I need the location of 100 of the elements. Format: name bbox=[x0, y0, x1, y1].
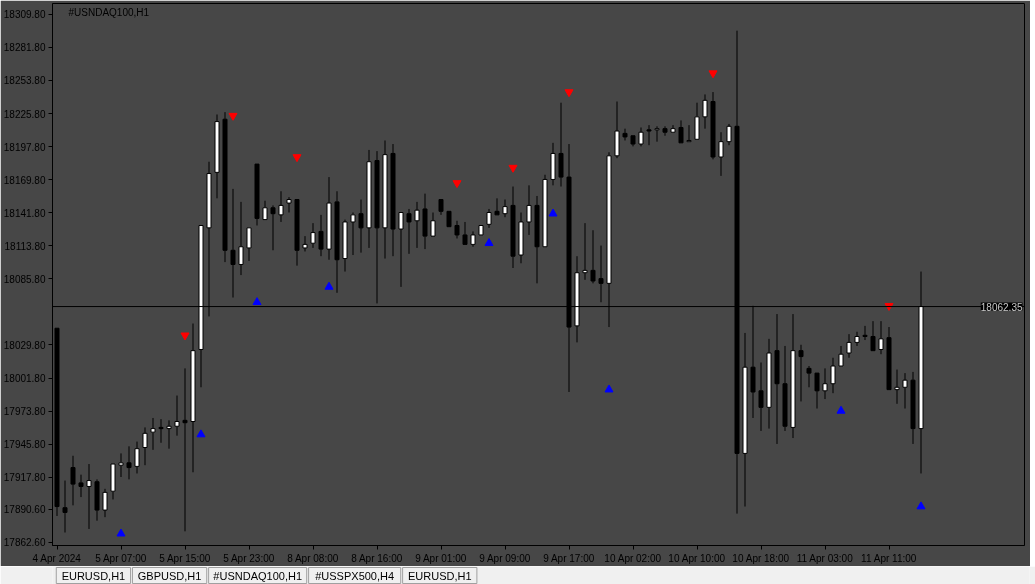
candlestick bbox=[406, 208, 412, 255]
y-tick-label: 18029.80 bbox=[3, 340, 46, 351]
candlestick bbox=[542, 174, 548, 248]
candlestick bbox=[70, 455, 76, 506]
candlestick bbox=[822, 367, 828, 400]
candlestick bbox=[662, 125, 668, 137]
candlestick bbox=[814, 372, 820, 410]
candlestick bbox=[262, 200, 268, 221]
candlestick bbox=[174, 395, 180, 437]
candlestick bbox=[838, 345, 844, 367]
candlestick bbox=[854, 331, 860, 347]
candlestick bbox=[374, 150, 380, 304]
candlestick bbox=[534, 195, 540, 284]
text: #USNDAQ100,H1 bbox=[213, 569, 302, 582]
candlestick bbox=[246, 227, 252, 262]
y-tick-label: 17945.80 bbox=[3, 439, 46, 451]
candlestick bbox=[638, 126, 644, 147]
candlestick bbox=[902, 372, 908, 410]
candlestick bbox=[846, 333, 852, 359]
candlestick bbox=[518, 212, 524, 264]
point bbox=[324, 281, 334, 290]
candlestick bbox=[158, 418, 164, 444]
candlestick bbox=[126, 445, 132, 480]
y-tick-label: 18113.80 bbox=[4, 240, 46, 252]
text: GBPUSD,H1 bbox=[137, 569, 202, 582]
point bbox=[228, 112, 238, 121]
candlestick bbox=[550, 142, 556, 186]
candlestick bbox=[478, 225, 484, 236]
candlestick bbox=[430, 212, 436, 237]
candlestick bbox=[726, 123, 732, 146]
candlestick bbox=[870, 320, 876, 352]
x-tick-label: 5 Apr 15:00 bbox=[159, 552, 211, 564]
candlestick bbox=[294, 199, 300, 267]
candlestick bbox=[630, 135, 636, 147]
candlestick bbox=[366, 149, 372, 249]
candlestick bbox=[510, 186, 516, 269]
x-tick-label: 10 Apr 18:00 bbox=[732, 552, 790, 564]
x-tick-label: 11 Apr 03:00 bbox=[796, 552, 854, 564]
text: #USSPX500,H4 bbox=[315, 569, 395, 582]
candlestick bbox=[78, 474, 84, 498]
x-tick-label: 5 Apr 07:00 bbox=[95, 552, 147, 564]
y-tick-label: 18281.80 bbox=[3, 42, 46, 54]
candlestick bbox=[238, 201, 244, 276]
y-tick-label: 17862.60 bbox=[3, 537, 46, 549]
x-tick-label: 10 Apr 10:00 bbox=[668, 552, 726, 564]
candlestick bbox=[214, 114, 220, 199]
candlestick bbox=[590, 229, 596, 284]
x-tick-label: 8 Apr 08:00 bbox=[287, 552, 339, 564]
candlestick bbox=[230, 188, 236, 299]
candlestick bbox=[326, 176, 332, 261]
candlestick bbox=[526, 184, 532, 236]
x-tick-label: 9 Apr 01:00 bbox=[415, 552, 467, 564]
candlestick bbox=[62, 480, 68, 534]
candlestick bbox=[862, 325, 868, 341]
point bbox=[180, 332, 190, 341]
point bbox=[252, 297, 262, 306]
candlestick bbox=[86, 463, 92, 530]
candlestick bbox=[254, 163, 260, 226]
candlestick bbox=[806, 365, 812, 388]
candlestick bbox=[742, 332, 748, 508]
x-tick-label: 11 Apr 11:00 bbox=[861, 552, 917, 564]
candlestick bbox=[878, 320, 884, 355]
text: EURUSD,H1 bbox=[407, 569, 472, 582]
point bbox=[548, 208, 558, 217]
candlestick bbox=[462, 221, 468, 245]
candlestick bbox=[438, 199, 444, 216]
candlestick bbox=[390, 143, 396, 257]
candlestick bbox=[318, 214, 324, 257]
candlestick bbox=[110, 463, 116, 500]
candlestick bbox=[614, 101, 620, 159]
point bbox=[708, 70, 718, 79]
y-tick-label: 18085.80 bbox=[3, 273, 46, 285]
candlestick bbox=[798, 344, 804, 402]
candlestick bbox=[598, 245, 604, 303]
point bbox=[484, 238, 494, 247]
candlestick bbox=[886, 326, 892, 391]
x-tick-label: 8 Apr 16:00 bbox=[351, 552, 403, 564]
point bbox=[196, 429, 206, 438]
candlestick bbox=[558, 102, 564, 188]
candlestick bbox=[182, 367, 188, 532]
candlestick bbox=[382, 139, 388, 260]
candlestick bbox=[398, 212, 404, 288]
candlestick bbox=[446, 210, 452, 228]
candlestick bbox=[702, 93, 708, 130]
y-tick-label: 18253.80 bbox=[3, 75, 46, 87]
candlestick bbox=[766, 338, 772, 430]
candlestick bbox=[694, 102, 700, 140]
y-tick-label: 18141.80 bbox=[3, 207, 46, 219]
candlestick bbox=[166, 419, 172, 450]
point bbox=[604, 384, 614, 393]
candlestick bbox=[470, 230, 476, 248]
point bbox=[452, 180, 462, 189]
x-tick-label: 4 Apr 2024 bbox=[32, 552, 82, 564]
candlestick bbox=[286, 196, 292, 214]
candlestick bbox=[790, 313, 796, 439]
x-tick-label: 5 Apr 23:00 bbox=[223, 552, 275, 564]
candlestick bbox=[910, 371, 916, 445]
candlestick bbox=[414, 201, 420, 249]
y-tick-label: 17973.80 bbox=[3, 406, 46, 418]
candlestick bbox=[678, 119, 684, 144]
